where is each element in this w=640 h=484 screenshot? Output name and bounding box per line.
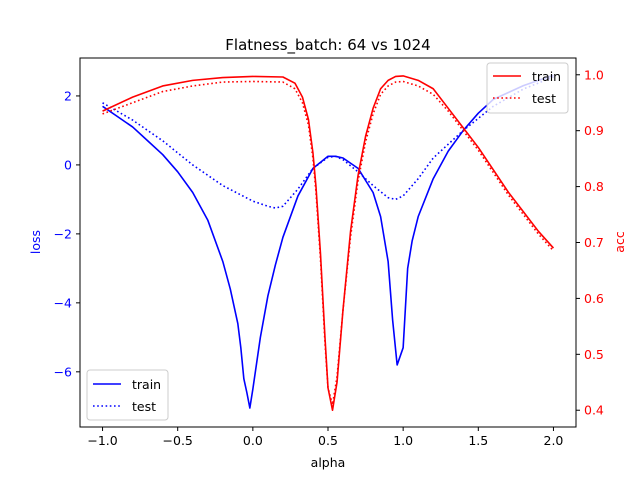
y-right-tick-label: 0.9 (584, 123, 604, 138)
x-tick-label: 0.5 (318, 433, 338, 448)
y-axis-right-label: acc (612, 231, 627, 253)
series-right-test-line (102, 80, 555, 406)
y-right-tick-label: 0.6 (584, 291, 604, 306)
legend-left-train-label: train (132, 377, 161, 392)
y-left-tick-label: −4 (54, 295, 72, 310)
x-axis: −1.0 −0.5 0.0 0.5 1.0 1.5 2.0 (87, 427, 563, 448)
x-tick-label: 2.0 (544, 433, 564, 448)
y-right-tick-label: 0.8 (584, 179, 604, 194)
legend-left-box (86, 369, 169, 421)
x-tick-label: 0.0 (243, 433, 263, 448)
x-axis-label: alpha (311, 455, 346, 470)
series-layer (102, 74, 555, 412)
series-left-train-line (102, 74, 554, 409)
x-tick-label: 1.0 (393, 433, 413, 448)
y-right-tick-label: 0.5 (584, 347, 604, 362)
legend-right-test-label: test (532, 91, 556, 106)
legend-left: train test (86, 369, 169, 421)
chart-title: Flatness_batch: 64 vs 1024 (225, 36, 430, 55)
series-right-train-line (102, 75, 555, 412)
y-right-tick-label: 0.7 (584, 235, 604, 250)
legend-right: train test (486, 62, 569, 114)
y-left-tick-label: −6 (54, 364, 72, 379)
y-right-tick-label: 0.4 (584, 403, 604, 418)
y-left-tick-label: 2 (64, 88, 72, 103)
y-right-tick-label: 1.0 (584, 67, 604, 82)
y-left-tick-label: 0 (64, 157, 72, 172)
legend-left-test-label: test (132, 399, 156, 414)
x-tick-label: 1.5 (468, 433, 488, 448)
y-left-tick-label: −2 (54, 226, 72, 241)
right-axis: 0.4 0.5 0.6 0.7 0.8 0.9 1.0 (576, 67, 604, 418)
left-axis: −6 −4 −2 0 2 (54, 88, 80, 379)
x-tick-label: −1.0 (87, 433, 117, 448)
x-tick-label: −0.5 (163, 433, 193, 448)
legend-right-train-label: train (532, 69, 561, 84)
y-axis-left-label: loss (28, 230, 43, 254)
series-left-test-line (102, 76, 554, 209)
